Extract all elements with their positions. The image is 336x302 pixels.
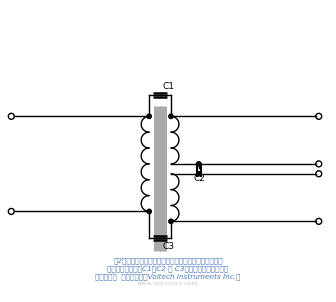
Text: 漏电电流。  （图片来源：Voltech Instruments Inc.）: 漏电电流。 （图片来源：Voltech Instruments Inc.） xyxy=(95,273,241,280)
Circle shape xyxy=(147,114,151,118)
Text: 图2：只显示绕组和铁芯的最简单变压器模型，更好的模: 图2：只显示绕组和铁芯的最简单变压器模型，更好的模 xyxy=(113,257,223,264)
Circle shape xyxy=(169,114,173,118)
Text: C1: C1 xyxy=(162,82,174,91)
Circle shape xyxy=(197,162,201,166)
Text: C3: C3 xyxy=(162,242,174,251)
Text: www.dntronics.com: www.dntronics.com xyxy=(137,281,199,286)
Circle shape xyxy=(147,209,151,214)
Text: 型会增加各种电容C1、C2 和 C3，使电绝缘部分之间有: 型会增加各种电容C1、C2 和 C3，使电绝缘部分之间有 xyxy=(108,265,228,271)
Circle shape xyxy=(197,172,201,176)
Circle shape xyxy=(169,219,173,223)
Text: C2: C2 xyxy=(194,174,206,183)
